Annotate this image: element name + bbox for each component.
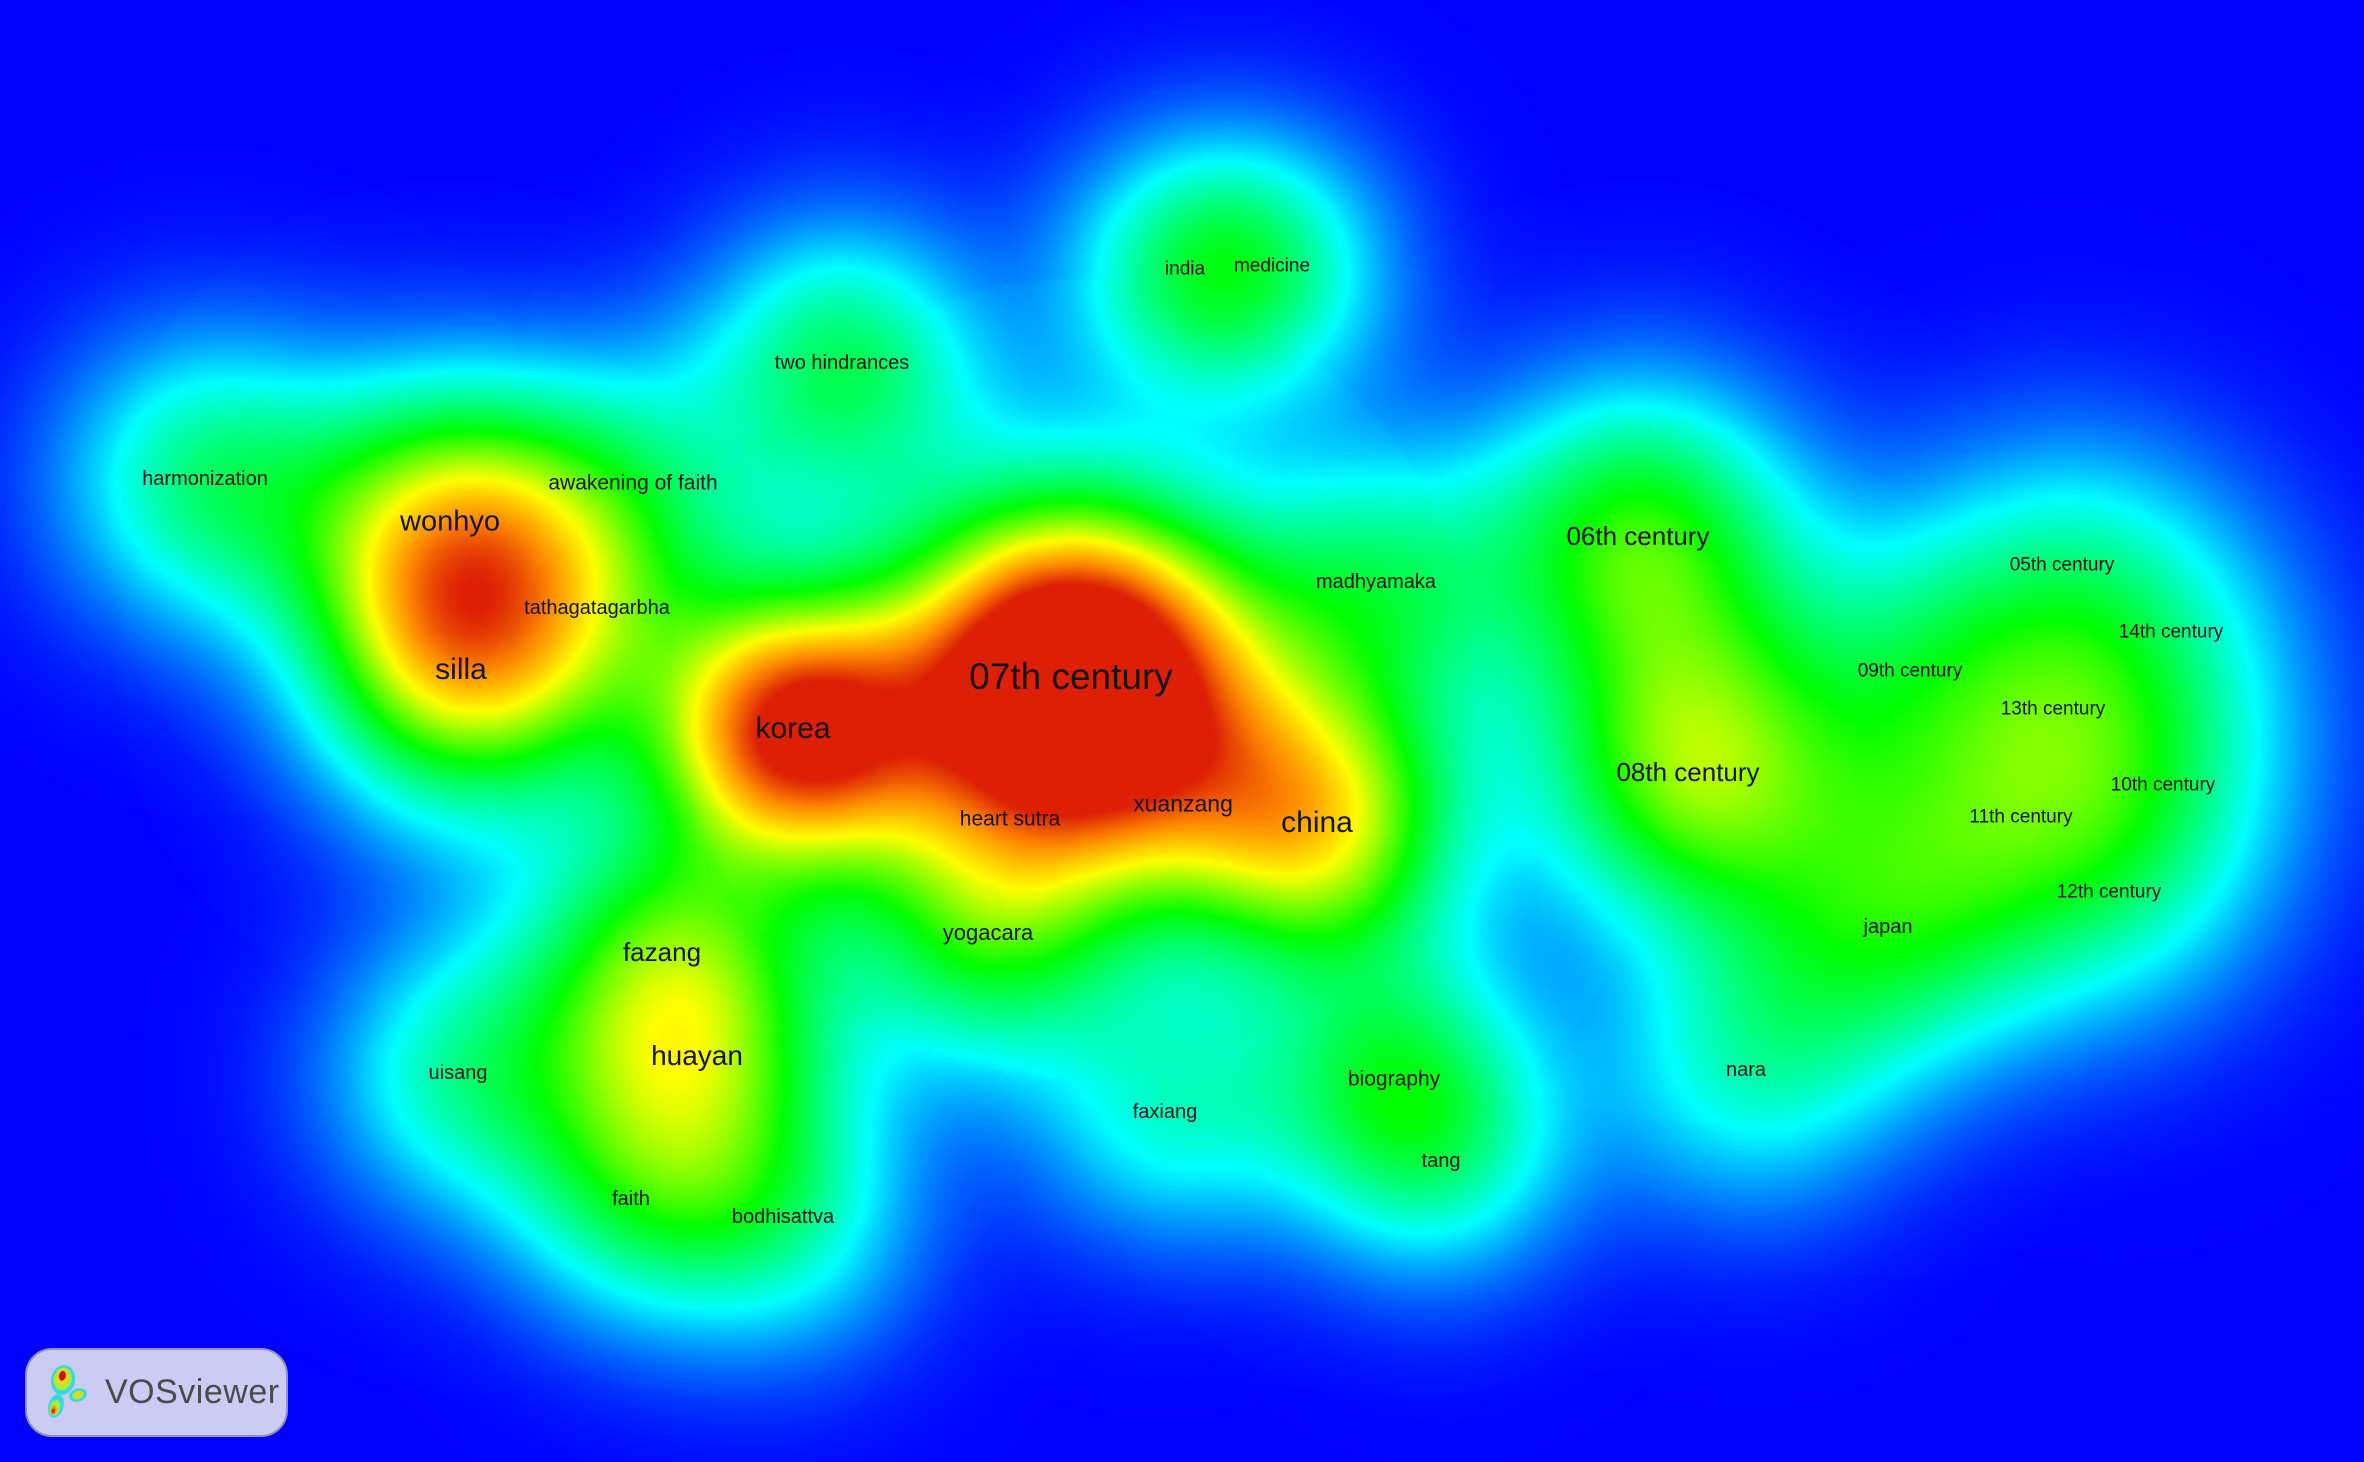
vosviewer-logo[interactable]: VOSviewer bbox=[25, 1348, 288, 1437]
map-label-fazang[interactable]: fazang bbox=[622, 936, 702, 967]
map-label-biography[interactable]: biography bbox=[1347, 1067, 1441, 1091]
map-label-tang[interactable]: tang bbox=[1421, 1150, 1461, 1173]
map-label-nara[interactable]: nara bbox=[1725, 1059, 1767, 1082]
map-label-awakening-of-faith[interactable]: awakening of faith bbox=[548, 471, 718, 495]
vosviewer-logo-icon bbox=[48, 1364, 87, 1418]
map-label-09th-century[interactable]: 09th century bbox=[1857, 660, 1963, 682]
map-label-heart-sutra[interactable]: heart sutra bbox=[959, 807, 1061, 831]
map-label-medicine[interactable]: medicine bbox=[1233, 255, 1311, 277]
map-label-madhyamaka[interactable]: madhyamaka bbox=[1315, 571, 1437, 594]
map-label-05th-century[interactable]: 05th century bbox=[2009, 554, 2115, 576]
map-label-07th-century[interactable]: 07th century bbox=[969, 656, 1173, 698]
map-label-wonhyo[interactable]: wonhyo bbox=[400, 505, 500, 538]
map-label-14th-century[interactable]: 14th century bbox=[2118, 621, 2224, 643]
map-label-huayan[interactable]: huayan bbox=[651, 1039, 743, 1071]
map-label-12th-century[interactable]: 12th century bbox=[2056, 881, 2162, 903]
map-label-xuanzang[interactable]: xuanzang bbox=[1133, 790, 1233, 817]
map-label-faxiang[interactable]: faxiang bbox=[1132, 1101, 1198, 1124]
map-label-08th-century[interactable]: 08th century bbox=[1616, 756, 1760, 787]
map-label-silla[interactable]: silla bbox=[435, 652, 487, 686]
map-label-tathagatagarbha[interactable]: tathagatagarbha bbox=[524, 597, 670, 620]
map-label-india[interactable]: india bbox=[1164, 258, 1206, 280]
map-label-china[interactable]: china bbox=[1281, 805, 1353, 839]
map-label-10th-century[interactable]: 10th century bbox=[2110, 774, 2216, 796]
map-label-yogacara[interactable]: yogacara bbox=[942, 920, 1034, 946]
logo-blob-main bbox=[50, 1364, 76, 1395]
logo-blob-tail bbox=[48, 1393, 64, 1418]
vosviewer-logo-text: VOSviewer bbox=[105, 1373, 280, 1411]
map-label-harmonization[interactable]: harmonization bbox=[142, 468, 268, 491]
map-label-bodhisattva[interactable]: bodhisattva bbox=[731, 1206, 835, 1229]
map-label-two-hindrances[interactable]: two hindrances bbox=[774, 352, 910, 375]
map-label-11th-century[interactable]: 11th century bbox=[1969, 806, 2073, 828]
map-label-uisang[interactable]: uisang bbox=[428, 1062, 488, 1085]
logo-blob-foot bbox=[69, 1387, 87, 1402]
map-label-korea[interactable]: korea bbox=[755, 711, 831, 745]
map-label-faith[interactable]: faith bbox=[612, 1188, 650, 1211]
map-label-06th-century[interactable]: 06th century bbox=[1566, 520, 1710, 551]
map-label-13th-century[interactable]: 13th century bbox=[2000, 698, 2106, 720]
map-label-japan[interactable]: japan bbox=[1863, 916, 1913, 939]
